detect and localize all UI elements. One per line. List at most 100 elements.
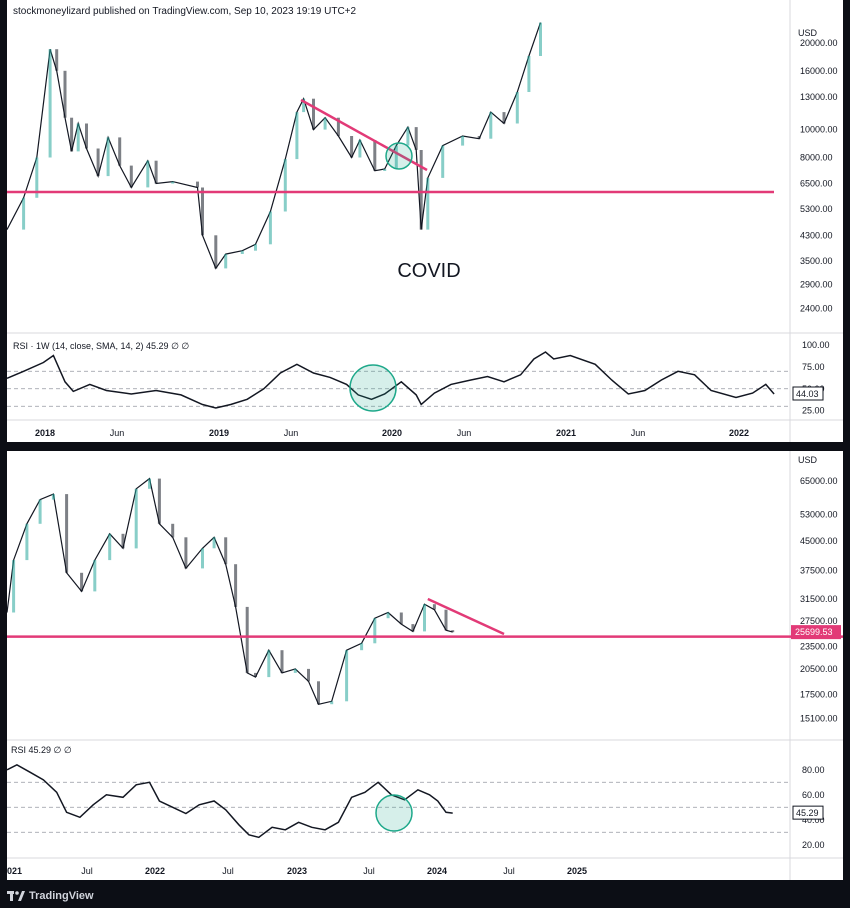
top-price-candle — [539, 22, 542, 57]
top-rsi-title: RSI · 1W (14, close, SMA, 14, 2) 45.29 ∅… — [13, 341, 189, 351]
bottom-price-candle — [25, 523, 29, 561]
bottom-price-candle — [267, 650, 271, 678]
top-descending-trendline — [300, 98, 428, 172]
top-price-candle — [70, 117, 74, 152]
bottom-price-candle — [423, 604, 426, 632]
top-time-tick-label: 2020 — [382, 428, 402, 438]
bottom-price-tick-label: 17500.00 — [800, 690, 838, 700]
top-price-candle — [419, 150, 423, 230]
top-price-candle — [240, 250, 244, 254]
bottom-price-candle — [121, 533, 125, 549]
bottom-price-candle — [171, 523, 175, 538]
top-price-candle — [527, 56, 531, 92]
bottom-time-tick-label: 2023 — [287, 866, 307, 876]
bottom-price-candle — [444, 609, 448, 631]
bottom-price-candle — [65, 494, 69, 573]
bottom-price-candle — [360, 643, 364, 651]
top-price-candle — [35, 157, 39, 198]
top-time-tick-label: Jun — [457, 428, 472, 438]
bottom-price-tick-label: 65000.00 — [800, 476, 838, 486]
bottom-descending-trendline — [427, 597, 505, 636]
top-price-candle — [426, 177, 430, 230]
top-rsi-pane — [6, 351, 790, 409]
bottom-current-price-label: 25699.53 — [795, 627, 833, 637]
bottom-time-tick-label: Jul — [363, 866, 375, 876]
top-price-candle — [373, 140, 377, 171]
top-price-tick-label: 10000.00 — [800, 125, 838, 135]
top-rsi-circle — [349, 364, 397, 412]
top-price-tick-label: 4300.00 — [800, 230, 833, 240]
bottom-price-candle — [399, 612, 403, 625]
top-time-tick-label: 2018 — [35, 428, 55, 438]
top-time-tick-label: 2022 — [729, 428, 749, 438]
bottom-rsi-value-box — [792, 805, 824, 820]
top-price-tick-label: 2400.00 — [800, 303, 833, 313]
bottom-rsi-tick-label: 60.00 — [802, 790, 825, 800]
bottom-price-tick-label: 23500.00 — [800, 642, 838, 652]
top-price-tick-label: 13000.00 — [800, 92, 838, 102]
bottom-price-candle — [80, 572, 84, 592]
bottom-price-candle — [254, 672, 257, 677]
top-chart-panel: 20000.00 16000.00 13000.00 10000.00 8000.00 6… — [6, 0, 843, 442]
top-price-tick-label: 20000.00 — [800, 38, 838, 48]
bottom-price-candle — [245, 606, 249, 673]
bottom-rsi-tick-label: 20.00 — [802, 840, 825, 850]
top-price-candle — [224, 254, 228, 269]
top-price-candle — [196, 181, 199, 188]
top-price-candle — [48, 49, 52, 158]
top-price-candle — [96, 148, 100, 177]
bottom-price-candle — [201, 548, 204, 569]
bottom-time-tick-label: Jul — [222, 866, 234, 876]
top-price-candle — [414, 127, 418, 150]
top-rsi-line — [6, 351, 775, 409]
top-price-candle — [154, 160, 158, 184]
bottom-rsi-circle — [375, 794, 413, 832]
top-price-candle — [336, 117, 340, 137]
bottom-price-tick-label: 37500.00 — [800, 566, 838, 576]
top-price-tick-label: 8000.00 — [800, 153, 833, 163]
top-price-candle — [350, 136, 354, 158]
top-rsi-tick-label: 75.00 — [802, 362, 825, 372]
top-price-candle — [441, 145, 445, 178]
bottom-rsi-tick-label: 80.00 — [802, 765, 825, 775]
top-currency-label: USD — [798, 28, 818, 38]
bottom-price-candle — [373, 618, 377, 644]
bottom-chart-panel: 65000.00 53000.00 45000.00 37500.00 31500.00… — [2, 451, 843, 880]
bottom-price-candle — [280, 650, 284, 673]
top-price-tick-label: 6500.00 — [800, 179, 833, 189]
top-price-candle — [323, 117, 327, 130]
bottom-axes: 65000.00 53000.00 45000.00 37500.00 31500.00… — [2, 476, 841, 876]
footer-brand-label: TradingView — [29, 890, 94, 902]
top-time-tick-label: 2019 — [209, 428, 229, 438]
bottom-time-tick-label: 2025 — [567, 866, 587, 876]
bottom-price-candle — [12, 560, 16, 613]
bottom-time-tick-label: Jul — [503, 866, 515, 876]
publisher-header: stockmoneylizard published on TradingVie… — [13, 6, 357, 17]
top-price-tick-label: 16000.00 — [800, 66, 838, 76]
top-price-candle — [55, 49, 59, 71]
top-price-candle — [515, 92, 519, 124]
top-price-tick-label: 3500.00 — [800, 256, 833, 266]
top-price-candle — [146, 160, 150, 188]
top-price-candle — [383, 169, 387, 171]
top-axes: 20000.00 16000.00 13000.00 10000.00 8000.00 6… — [35, 38, 838, 438]
top-price-candle — [268, 211, 272, 245]
top-price-candle — [201, 187, 204, 236]
bottom-price-tick-label: 27500.00 — [800, 616, 838, 626]
bottom-price-pane — [6, 477, 455, 705]
bottom-time-tick-label: 2022 — [145, 866, 165, 876]
bottom-rsi-title: RSI 45.29 ∅ ∅ — [11, 745, 72, 755]
top-chart-svg: 20000.00 16000.00 13000.00 10000.00 8000.00 6… — [6, 0, 843, 442]
tradingview-logo-icon — [7, 891, 25, 901]
covid-annotation: COVID — [397, 260, 460, 282]
bottom-price-candle — [386, 612, 390, 619]
top-price-candle — [477, 136, 481, 139]
bottom-price-candle — [307, 668, 310, 682]
bottom-price-candle — [234, 564, 238, 607]
bottom-price-tick-label: 45000.00 — [800, 536, 838, 546]
bottom-price-candle — [184, 537, 188, 569]
bottom-price-tick-label: 31500.00 — [800, 594, 838, 604]
top-price-circle — [385, 142, 413, 170]
top-price-candle — [502, 112, 506, 124]
bottom-price-tick-label: 20500.00 — [800, 664, 838, 674]
